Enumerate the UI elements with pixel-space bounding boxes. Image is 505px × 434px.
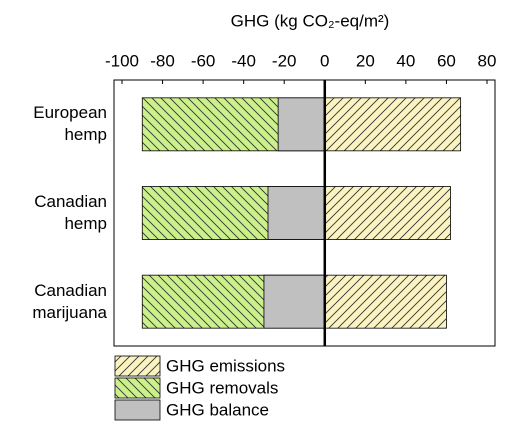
- bar: [324, 274, 447, 329]
- x-tick-label: 40: [396, 51, 415, 70]
- category-label: European hemp: [33, 103, 107, 145]
- bar: [267, 186, 326, 240]
- bar: [263, 274, 326, 329]
- x-tick-label: 60: [437, 51, 456, 70]
- legend-label: GHG balance: [166, 400, 269, 419]
- legend-label: GHG removals: [166, 378, 278, 397]
- x-tick-label: 80: [478, 51, 497, 70]
- legend-swatch: [114, 355, 161, 377]
- x-tick-label: 0: [320, 51, 329, 70]
- bar: [277, 97, 326, 152]
- x-tick-label: -60: [191, 51, 216, 70]
- bar: [324, 97, 462, 152]
- legend-swatch: [114, 377, 161, 399]
- x-tick-label: 20: [356, 51, 375, 70]
- legend-swatch: [114, 399, 161, 421]
- x-tick-label: -100: [105, 51, 139, 70]
- category-label: Canadian marijuana: [32, 280, 107, 322]
- legend-label: GHG emissions: [166, 356, 285, 375]
- x-tick-label: -80: [150, 51, 175, 70]
- bar: [324, 186, 451, 240]
- plot-frame: [113, 79, 496, 347]
- x-tick-label: -40: [231, 51, 256, 70]
- category-label: Canadian hemp: [34, 192, 107, 233]
- x-tick-label: -20: [272, 51, 297, 70]
- chart-title: GHG (kg CO₂-eq/m²): [231, 11, 390, 30]
